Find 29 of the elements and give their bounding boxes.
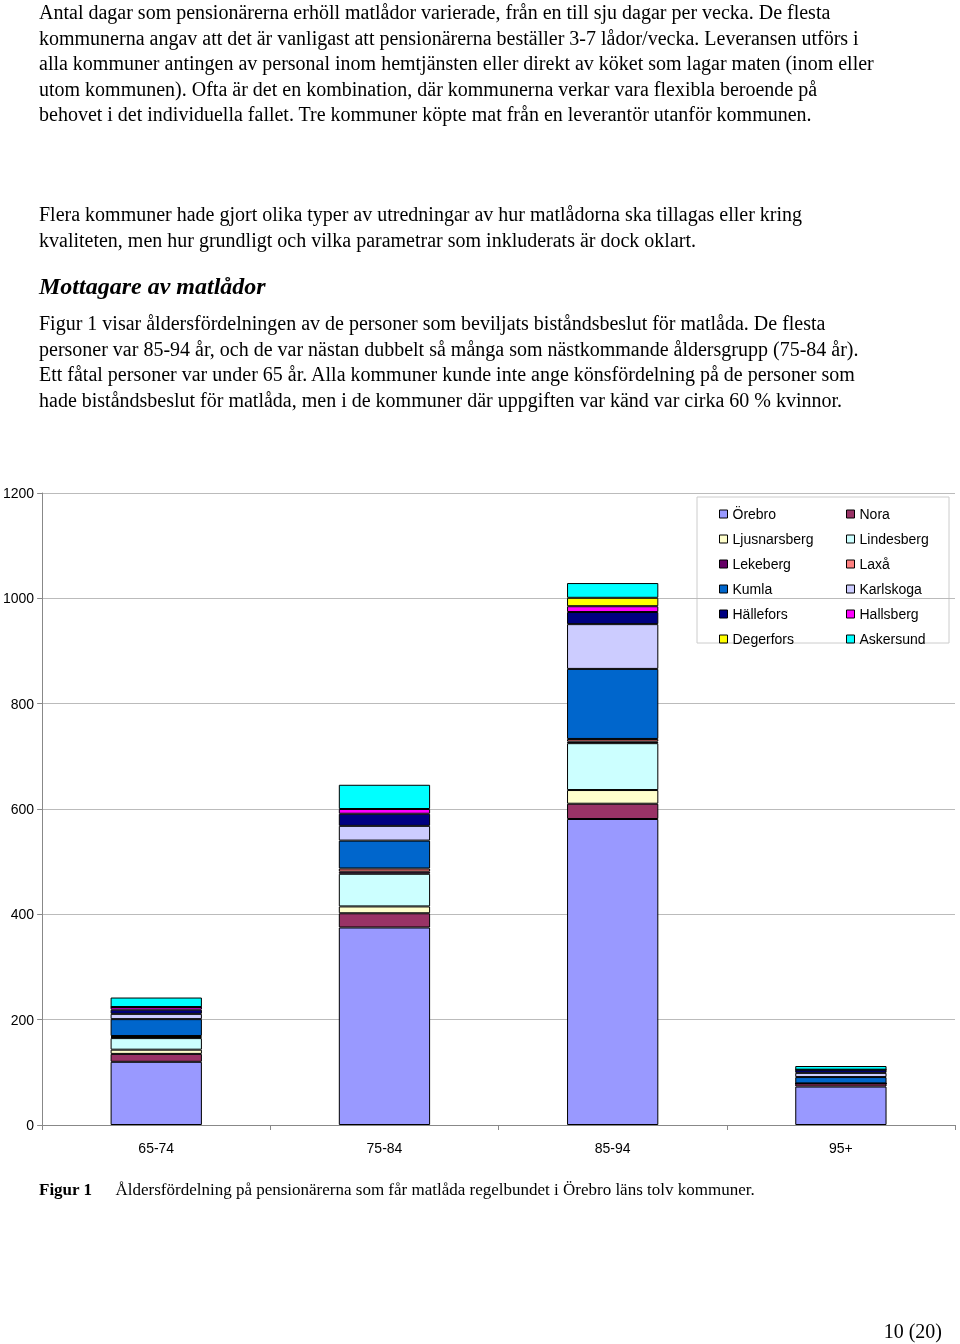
y-tick-label: 0 [26,1117,35,1133]
legend-label: Nora [859,506,891,522]
legend-label: Hällefors [732,606,788,622]
y-tick-label: 1200 [2,485,35,501]
legend-label: Hallsberg [859,606,919,622]
x-tick-label: 65-74 [138,1140,175,1156]
legend-label: Karlskoga [859,581,922,597]
y-tick-label: 600 [10,801,35,817]
legend-label: Laxå [859,556,891,572]
text: 10 (20) [883,1320,942,1343]
legend-label: Degerfors [732,631,794,647]
legend-label: Örebro [732,505,777,522]
legend-label: Ljusnarsberg [732,531,814,547]
text: Antal dagar som pensionärerna erhöll matlådor varierade, från en till sju dagar per vecka. De flesta kommunerna angav att det är vanligast att pensionärerna beställer 3-7 lådor/vecka. Leveransen utförs i alla kommuner antingen av personal inom hemtjänsten eller direkt av köket som lagar maten (inom eller utom kommunen). Ofta är det en kombination, där kommunerna verkar vara flexibla beroende på behovet i det individuella fallet. Tre kommuner köpte mat från en leverantör utanför kommunen. [39,0,875,128]
x-tick-label: 95+ [829,1140,853,1156]
x-tick-label: 75-84 [366,1140,403,1156]
legend-label: Askersund [859,631,926,647]
legend-label: Kumla [732,581,773,597]
text: Flera kommuner hade gjort olika typer av utredningar av hur matlådorna ska tillagas eller kring kvaliteten, men hur grundligt och vilka parametrar som inkluderats är dock oklart. [39,202,804,253]
y-tick-label: 200 [10,1011,35,1028]
legend-label: Lekeberg [732,556,791,572]
text: Figur 1 Åldersfördelning på pensionärerna som får matlåda regelbundet i Örebro läns tolv kommuner. [39,1180,755,1199]
y-tick-label: 800 [10,695,35,712]
legend-label: Lindesberg [859,531,929,547]
y-tick-label: 1000 [2,590,35,607]
chart-subtitle: Figur 1 visar åldersfördelningen av de personer som beviljats biståndsbeslut för matlåda. De flesta personer var 85-94 år, och de var nästan dubbelt så många som nästkommande åldersgrupp (75-84 år). Ett fåtal personer var under 65 år. Alla kommuner kunde inte ange könsfördelning på de personer som hade biståndsbeslut för matlåda, men i de kommuner där uppgiften var känd var cirka 60 % kvinnor. [39,311,860,413]
chart-title: Mottagare av matlådor [39,273,266,300]
x-tick-label: 85-94 [594,1140,631,1156]
y-tick-label: 400 [10,906,35,923]
